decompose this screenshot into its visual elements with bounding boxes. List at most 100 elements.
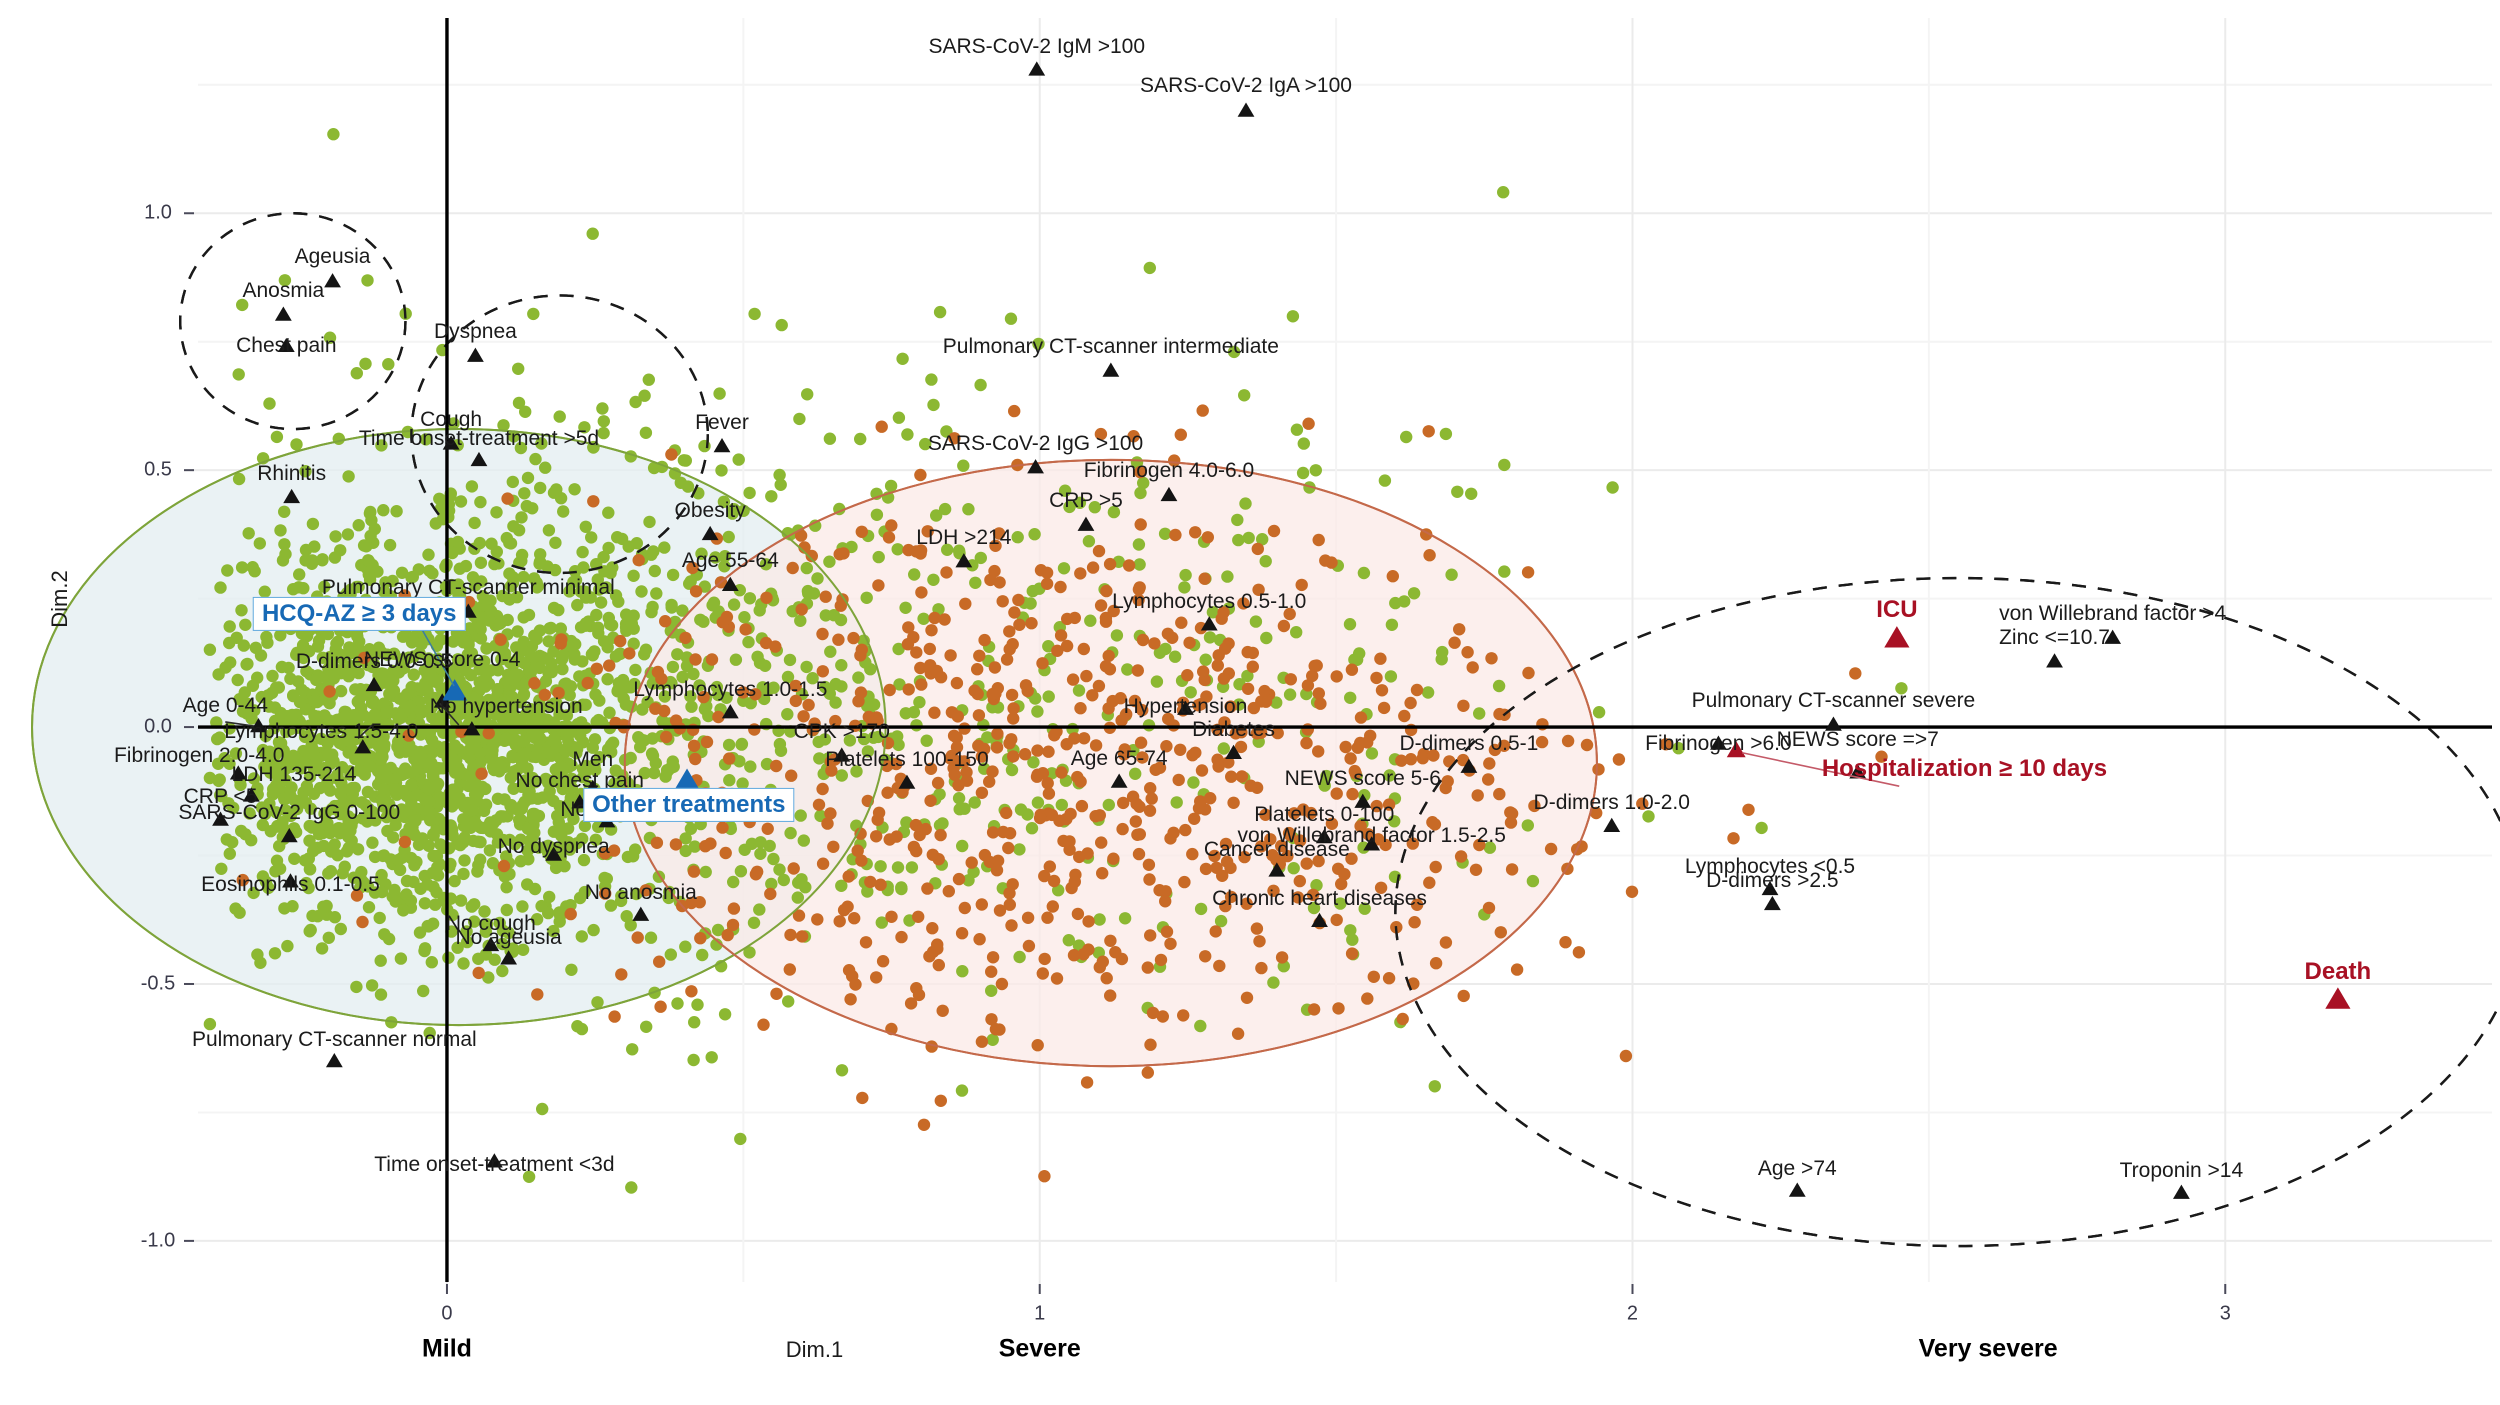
data-point: [604, 566, 617, 580]
data-point: [676, 670, 689, 684]
data-point: [239, 699, 252, 712]
data-point: [418, 897, 432, 910]
data-point: [451, 941, 464, 954]
data-point: [1457, 989, 1470, 1003]
data-point: [1296, 466, 1310, 480]
data-point: [1283, 607, 1296, 621]
data-point: [1241, 645, 1254, 659]
data-point: [789, 694, 802, 708]
data-point: [532, 809, 546, 823]
data-point: [809, 519, 822, 532]
data-point: [986, 687, 999, 701]
data-point: [357, 539, 371, 552]
data-point: [1457, 699, 1470, 712]
category-marker: [433, 693, 451, 708]
data-point: [341, 528, 355, 541]
data-point: [715, 464, 728, 477]
data-point: [1284, 673, 1298, 686]
data-point: [1300, 736, 1313, 750]
category-marker: [1315, 829, 1333, 844]
data-point: [557, 806, 571, 819]
data-point: [890, 830, 903, 843]
data-point: [603, 659, 616, 672]
data-point: [1199, 950, 1212, 963]
data-point: [1232, 533, 1245, 547]
data-point: [919, 822, 932, 836]
data-point: [1312, 533, 1325, 547]
data-point: [1011, 531, 1024, 544]
data-point: [540, 713, 554, 726]
data-point: [974, 551, 987, 565]
data-point: [1042, 745, 1055, 758]
data-point: [654, 1000, 667, 1013]
data-point: [328, 551, 342, 564]
data-point: [310, 673, 323, 687]
data-point: [872, 579, 885, 592]
tick-marks: [184, 212, 2227, 1294]
data-point: [334, 922, 347, 936]
data-point: [1302, 417, 1315, 430]
data-point: [468, 915, 481, 928]
data-point: [1145, 792, 1158, 805]
data-point: [952, 872, 966, 886]
data-point: [576, 545, 589, 559]
data-point: [1077, 732, 1091, 745]
data-point: [457, 867, 470, 881]
supplementary-marker: [674, 768, 700, 790]
data-point: [640, 1020, 653, 1033]
data-point: [388, 883, 401, 897]
data-point: [448, 874, 461, 888]
data-point: [733, 584, 746, 597]
data-point: [435, 745, 448, 759]
data-point: [1168, 650, 1182, 663]
data-point: [612, 683, 625, 696]
data-point: [1407, 587, 1421, 600]
data-point: [816, 782, 829, 796]
data-point: [451, 535, 465, 549]
data-point: [1294, 834, 1307, 847]
data-point: [611, 531, 624, 544]
data-point: [805, 549, 818, 563]
data-point: [308, 540, 321, 553]
data-point: [266, 669, 279, 683]
data-point: [323, 685, 336, 698]
data-point: [861, 745, 875, 758]
data-point: [303, 645, 316, 658]
data-point: [1040, 566, 1054, 579]
data-point: [1592, 763, 1605, 776]
data-point: [636, 703, 649, 716]
data-point: [744, 760, 757, 773]
data-point: [598, 847, 612, 860]
data-point: [1429, 860, 1442, 874]
data-point: [1159, 885, 1172, 898]
data-point: [1133, 558, 1146, 571]
data-point: [635, 585, 648, 598]
data-point: [1304, 806, 1318, 820]
data-point: [608, 1010, 621, 1023]
data-point: [685, 985, 698, 998]
data-point: [328, 911, 342, 924]
data-point: [757, 1018, 770, 1031]
data-point: [1335, 877, 1348, 891]
data-point: [891, 861, 905, 874]
data-point: [528, 882, 542, 896]
data-point: [490, 506, 503, 519]
data-point: [710, 938, 723, 951]
data-point: [417, 984, 430, 998]
data-point: [532, 841, 545, 854]
data-point: [1312, 687, 1326, 700]
data-point: [375, 439, 388, 452]
data-point: [1528, 799, 1541, 813]
data-point: [666, 568, 680, 582]
data-point: [718, 560, 731, 573]
data-point: [496, 589, 509, 603]
data-point: [334, 786, 348, 799]
data-point: [1485, 652, 1498, 665]
data-point: [278, 538, 291, 551]
data-point: [383, 538, 397, 552]
data-point: [465, 480, 479, 493]
data-point: [304, 923, 317, 937]
data-point: [564, 907, 577, 921]
data-point: [1382, 798, 1396, 811]
y-tick-label: -1.0: [140, 1229, 176, 1252]
